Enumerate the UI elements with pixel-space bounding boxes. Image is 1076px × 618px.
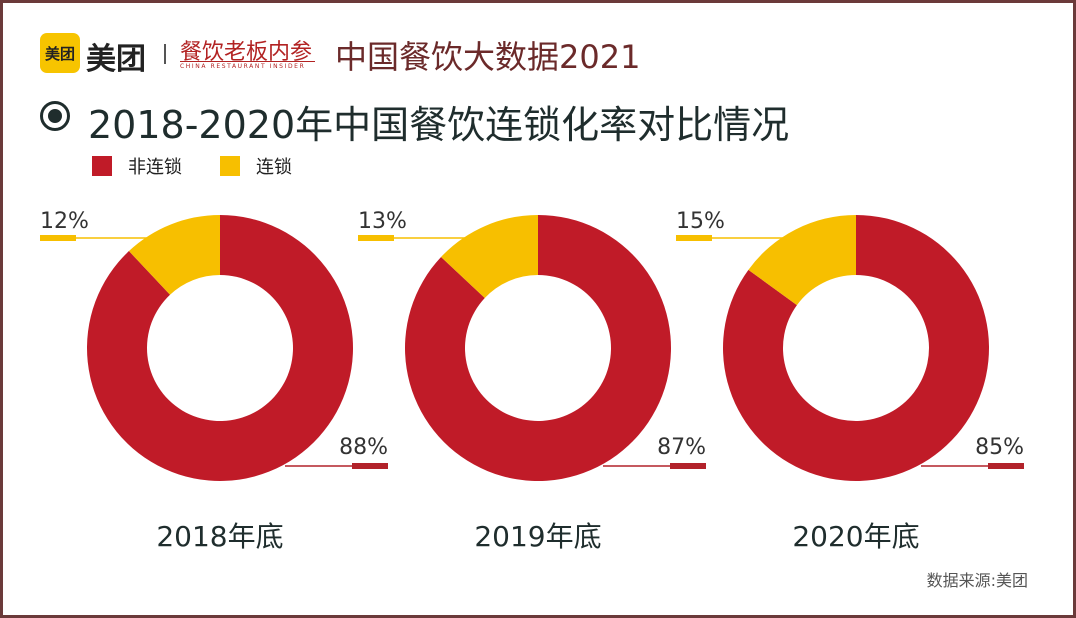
data-label-non-chain: 85% — [975, 435, 1024, 460]
leader-marker-chain — [40, 235, 76, 241]
data-label-chain: 13% — [358, 209, 407, 234]
brand-logo-subtitle: CHINA RESTAURANT INSIDER — [180, 61, 315, 70]
data-label-non-chain: 88% — [339, 435, 388, 460]
legend-label: 非连锁 — [128, 157, 182, 178]
target-icon — [40, 101, 70, 131]
legend-label: 连锁 — [256, 157, 292, 178]
data-label-chain: 12% — [40, 209, 89, 234]
data-label-chain: 15% — [676, 209, 725, 234]
legend-item-chain: 连锁 — [220, 153, 292, 179]
meituan-logo-badge: 美团 — [40, 33, 80, 73]
leader-marker-non-chain — [352, 463, 388, 469]
header-title: 中国餐饮大数据2021 — [335, 38, 641, 76]
leader-marker-chain — [676, 235, 712, 241]
legend-item-non-chain: 非连锁 — [92, 153, 182, 179]
chart-category-label: 2020年底 — [792, 520, 919, 553]
legend-swatch — [92, 156, 112, 176]
leader-marker-chain — [358, 235, 394, 241]
chart-category-label: 2019年底 — [474, 520, 601, 553]
meituan-logo-text: 美团 — [86, 42, 146, 77]
leader-marker-non-chain — [670, 463, 706, 469]
slice-non-chain — [723, 215, 989, 481]
chart-title: 2018-2020年中国餐饮连锁化率对比情况 — [88, 103, 790, 147]
slice-chain — [441, 215, 538, 299]
slice-chain — [128, 215, 220, 295]
slice-non-chain — [87, 215, 353, 481]
slice-chain — [748, 215, 856, 306]
chart-category-label: 2018年底 — [156, 520, 283, 553]
leader-marker-non-chain — [988, 463, 1024, 469]
logo-divider — [164, 44, 166, 64]
data-label-non-chain: 87% — [657, 435, 706, 460]
slice-non-chain — [405, 215, 671, 481]
brand-logo: 餐饮老板内参 — [180, 40, 313, 65]
source-note: 数据来源:美团 — [926, 571, 1028, 590]
legend-swatch — [220, 156, 240, 176]
